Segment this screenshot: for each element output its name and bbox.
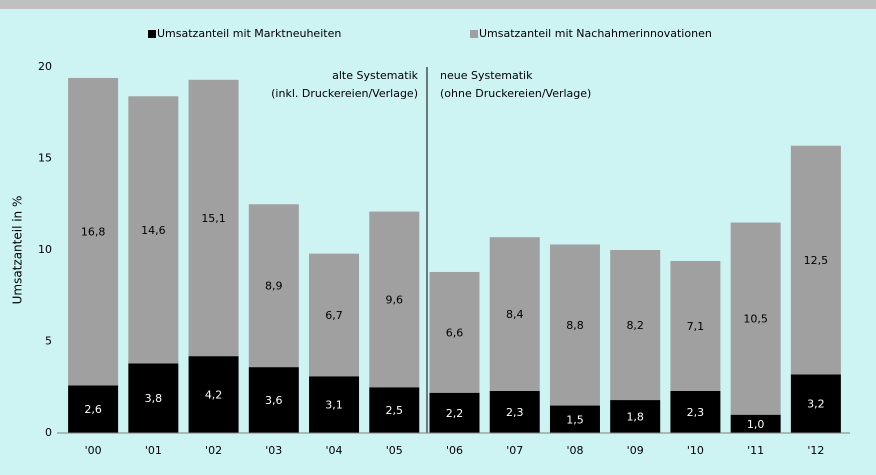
bar-segment xyxy=(790,374,841,433)
bar-segment xyxy=(790,145,841,375)
data-label: 8,9 xyxy=(265,280,283,293)
x-tick-label: '01 xyxy=(145,444,162,457)
data-label: 8,2 xyxy=(626,319,644,332)
bar-segment xyxy=(68,77,119,386)
data-label: 1,0 xyxy=(747,418,765,431)
bar-segment xyxy=(670,260,721,391)
bar-segment xyxy=(248,367,299,433)
x-tick-label: '12 xyxy=(807,444,824,457)
bar-segment xyxy=(670,390,721,433)
data-label: 2,3 xyxy=(506,406,524,419)
bar-segment xyxy=(429,392,480,433)
bar-segment xyxy=(549,405,600,433)
legend-swatch xyxy=(470,30,478,38)
bar-segment xyxy=(68,385,119,433)
x-tick-label: '00 xyxy=(85,444,102,457)
data-label: 6,6 xyxy=(446,326,464,339)
bar-segment xyxy=(309,253,360,377)
data-label: 6,7 xyxy=(325,309,343,322)
data-label: 3,8 xyxy=(145,392,163,405)
data-label: 2,3 xyxy=(687,406,705,419)
bar-segment xyxy=(128,96,179,364)
x-tick-label: '10 xyxy=(687,444,704,457)
x-tick-label: '02 xyxy=(205,444,222,457)
bar-segment xyxy=(188,356,239,433)
bar-segment xyxy=(128,363,179,433)
data-label: 3,2 xyxy=(807,398,825,411)
data-label: 8,4 xyxy=(506,308,524,321)
bar-segment xyxy=(489,390,540,433)
data-label: 8,8 xyxy=(566,319,584,332)
x-tick-label: '04 xyxy=(326,444,343,457)
x-tick-label: '05 xyxy=(386,444,403,457)
top-band xyxy=(0,0,876,9)
x-tick-label: '08 xyxy=(566,444,583,457)
data-label: 9,6 xyxy=(386,293,404,306)
bar-segment xyxy=(369,387,420,433)
bar-segment xyxy=(309,376,360,433)
legend-swatch xyxy=(148,30,156,38)
data-label: 10,5 xyxy=(743,313,768,326)
y-axis-label: Umsatzanteil in % xyxy=(11,196,25,305)
annotation: alte Systematik xyxy=(332,69,419,82)
x-tick-label: '11 xyxy=(747,444,764,457)
y-tick-label: 20 xyxy=(38,60,52,73)
data-label: 3,6 xyxy=(265,394,283,407)
annotation: neue Systematik xyxy=(440,69,533,82)
data-label: 2,5 xyxy=(386,404,404,417)
bar-segment xyxy=(188,79,239,357)
x-tick-label: '09 xyxy=(627,444,644,457)
bar-segment xyxy=(429,271,480,393)
bar-segment xyxy=(610,250,661,401)
legend-label: Umsatzanteil mit Marktneuheiten xyxy=(157,27,341,40)
bar-segment xyxy=(730,222,781,415)
bar-segment xyxy=(610,400,661,433)
x-tick-label: '06 xyxy=(446,444,463,457)
data-label: 7,1 xyxy=(687,320,705,333)
data-label: 16,8 xyxy=(81,226,106,239)
x-tick-label: '03 xyxy=(265,444,282,457)
data-label: 4,2 xyxy=(205,389,223,402)
data-label: 14,6 xyxy=(141,224,166,237)
data-label: 1,5 xyxy=(566,413,584,426)
data-label: 15,1 xyxy=(201,212,226,225)
data-label: 2,6 xyxy=(84,403,102,416)
data-label: 1,8 xyxy=(626,411,644,424)
bar-segment xyxy=(369,211,420,388)
data-label: 12,5 xyxy=(804,254,829,267)
bar-segment xyxy=(489,237,540,391)
y-tick-label: 5 xyxy=(45,335,52,348)
legend-label: Umsatzanteil mit Nachahmerinnovationen xyxy=(479,27,712,40)
bar-segment xyxy=(248,204,299,368)
y-tick-label: 15 xyxy=(38,152,52,165)
data-label: 3,1 xyxy=(325,399,343,412)
y-tick-label: 0 xyxy=(45,426,52,439)
data-label: 2,2 xyxy=(446,407,464,420)
annotation: (ohne Druckereien/Verlage) xyxy=(440,87,591,100)
bar-segment xyxy=(730,414,781,433)
x-tick-label: '07 xyxy=(506,444,523,457)
annotation: (inkl. Druckereien/Verlage) xyxy=(271,87,418,100)
bar-segment xyxy=(549,244,600,406)
y-tick-label: 10 xyxy=(38,243,52,256)
